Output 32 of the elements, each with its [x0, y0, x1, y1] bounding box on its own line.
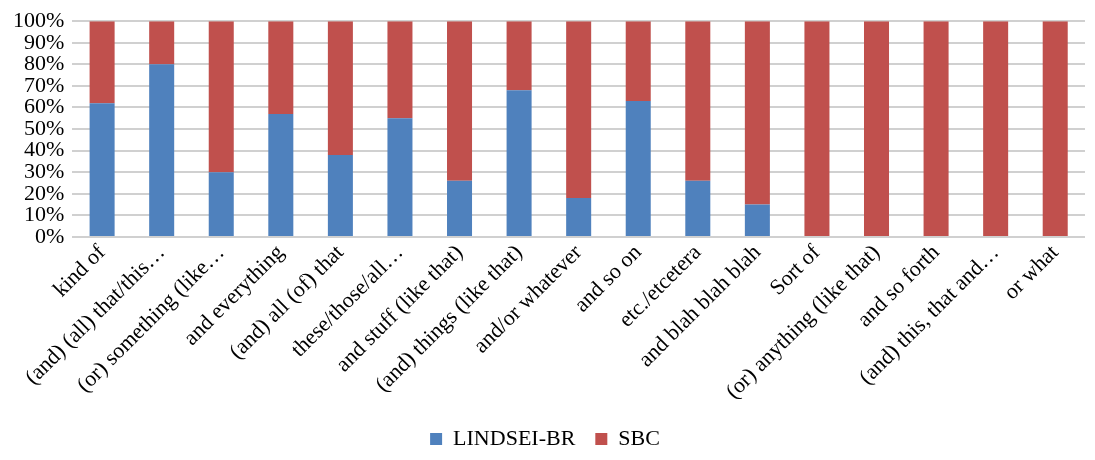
- bar: [89, 103, 115, 236]
- bar: [1042, 21, 1068, 236]
- bar: [506, 21, 532, 91]
- bar: [327, 154, 353, 236]
- bar: [387, 21, 413, 119]
- bar: [625, 101, 651, 236]
- bar: [327, 21, 353, 155]
- bar: [744, 21, 770, 205]
- legend-label: LINDSEI-BR: [453, 424, 576, 450]
- x-tick-label: or what: [998, 239, 1063, 304]
- bar: [983, 21, 1009, 236]
- bar: [89, 21, 115, 104]
- bar: [923, 21, 949, 236]
- bar: [864, 21, 890, 236]
- bar: [625, 21, 651, 102]
- bar: [447, 180, 473, 236]
- bar: [387, 118, 413, 236]
- bar: [208, 21, 234, 173]
- bar: [149, 21, 175, 65]
- bar: [566, 21, 592, 199]
- bar: [685, 21, 711, 181]
- bar: [685, 180, 711, 236]
- bar: [744, 204, 770, 236]
- bar: [268, 21, 294, 114]
- bar: [566, 198, 592, 236]
- bar: [447, 21, 473, 181]
- bar: [506, 90, 532, 236]
- bar: [804, 21, 830, 236]
- bar: [149, 64, 175, 236]
- legend-label: SBC: [618, 424, 660, 450]
- bar: [208, 172, 234, 236]
- bar: [268, 113, 294, 236]
